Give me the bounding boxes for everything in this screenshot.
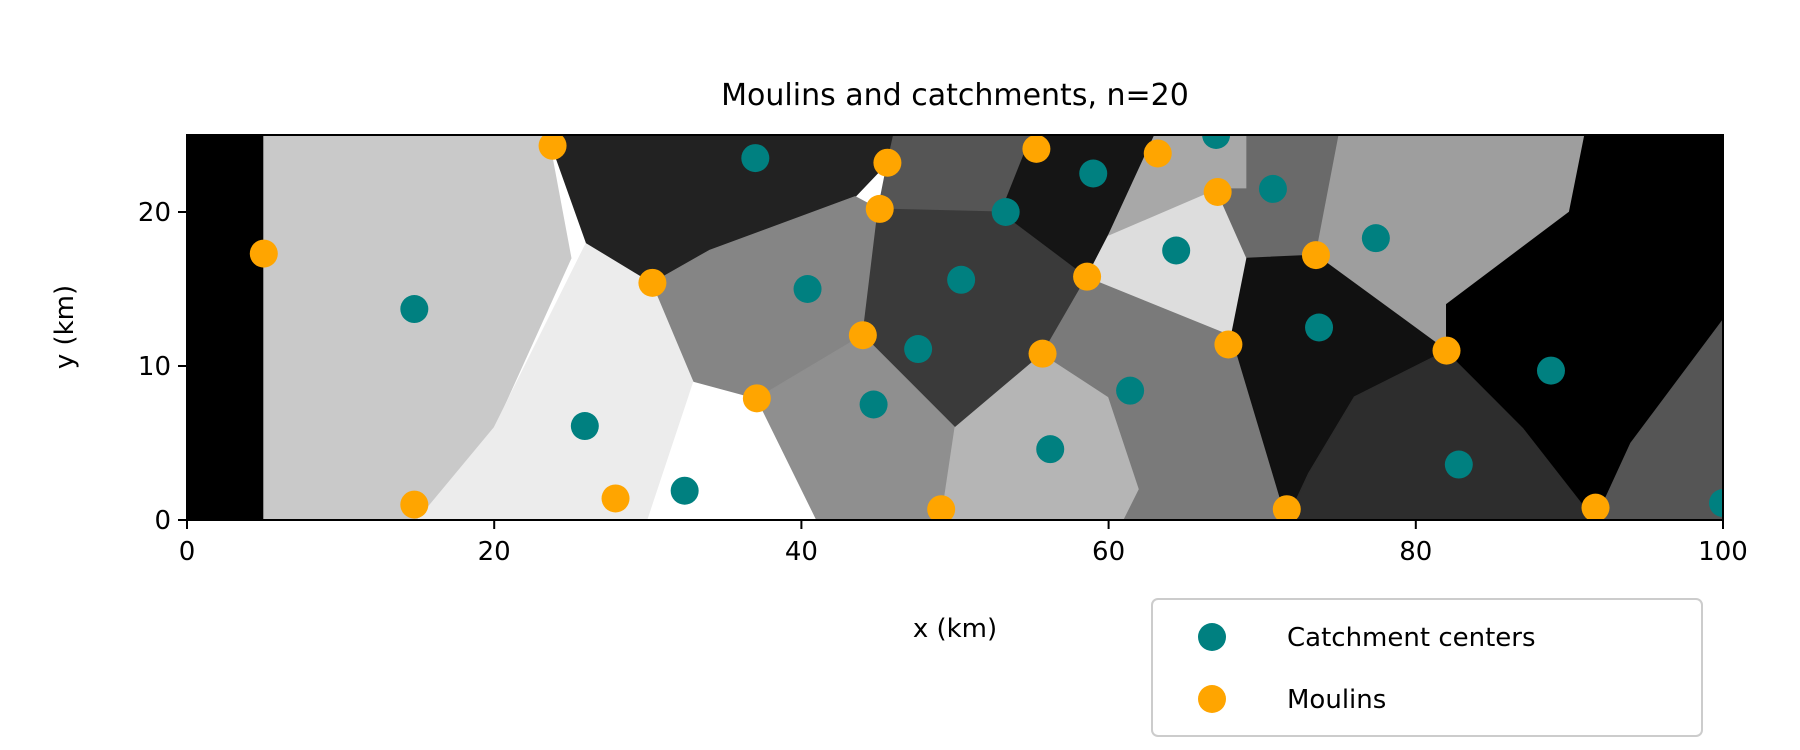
catchment-region	[187, 135, 265, 520]
moulins-point	[742, 384, 771, 413]
catchment-centers-point	[991, 198, 1020, 226]
moulins-point	[1432, 336, 1461, 365]
moulins-point	[1143, 139, 1172, 168]
y-tick-label: 10	[138, 352, 171, 382]
legend-label-moulins: Moulins	[1287, 685, 1386, 715]
catchment-centers-point	[1258, 174, 1287, 203]
catchment-centers-point	[741, 144, 770, 173]
x-axis-label: x (km)	[913, 614, 997, 644]
x-axis-ticks: 0 20 40 60 80 100	[179, 520, 1748, 567]
legend: Catchment centers Moulins	[1151, 598, 1703, 737]
catchment-centers-point	[1536, 356, 1565, 385]
y-tick-label: 20	[138, 198, 171, 228]
moulins-point	[1022, 135, 1051, 163]
catchment-centers-point	[859, 390, 888, 419]
catchment-centers-point	[1202, 135, 1231, 149]
moulins-point	[1073, 262, 1102, 291]
moulins-point	[638, 268, 667, 297]
moulins-point	[1028, 339, 1057, 368]
catchment-region	[263, 135, 572, 520]
catchment-centers-point	[947, 265, 976, 294]
catchment-centers-point	[670, 476, 699, 505]
legend-label-catchment-centers: Catchment centers	[1287, 623, 1536, 653]
x-tick-label: 80	[1399, 537, 1432, 567]
moulins-point	[865, 194, 894, 223]
moulins-point	[927, 495, 956, 520]
chart-title: Moulins and catchments, n=20	[721, 78, 1189, 113]
moulins-point	[1272, 495, 1301, 520]
moulins-point	[848, 321, 877, 350]
moulins-point	[249, 239, 278, 268]
catchment-centers-point	[1709, 489, 1723, 518]
legend-marker-moulins	[1198, 685, 1226, 713]
catchment-regions	[187, 135, 1723, 520]
moulins-point	[1301, 241, 1330, 270]
catchment-centers-point	[1444, 450, 1473, 479]
x-tick-label: 40	[785, 537, 818, 567]
y-axis-ticks: 0 10 20	[138, 198, 187, 536]
catchment-centers-point	[1036, 435, 1065, 464]
x-tick-label: 60	[1092, 537, 1125, 567]
moulins-point	[1203, 177, 1232, 206]
catchment-centers-point	[1305, 313, 1334, 342]
catchment-region	[1446, 135, 1723, 520]
moulins-point	[1214, 330, 1243, 359]
moulins-point	[538, 135, 567, 160]
x-tick-label: 0	[179, 537, 196, 567]
scatter-points	[249, 135, 1723, 520]
catchment-centers-point	[400, 295, 429, 324]
catchment-centers-point	[1162, 236, 1191, 265]
y-axis-label: y (km)	[50, 285, 80, 369]
y-tick-label: 0	[154, 506, 171, 536]
legend-marker-catchment-centers	[1198, 623, 1226, 651]
plot-frame	[186, 134, 1724, 521]
catchment-centers-point	[1079, 159, 1108, 188]
moulins-point	[873, 148, 902, 177]
moulins-point	[1581, 493, 1610, 520]
catchment-region	[1595, 319, 1723, 520]
catchment-centers-point	[793, 275, 822, 303]
x-tick-label: 20	[478, 537, 511, 567]
moulins-point	[601, 484, 630, 513]
catchment-centers-point	[1116, 376, 1145, 405]
x-tick-label: 100	[1698, 537, 1748, 567]
legend-box	[1151, 598, 1703, 737]
catchment-centers-point	[904, 335, 933, 364]
moulins-point	[400, 490, 429, 519]
catchment-centers-point	[1361, 224, 1390, 253]
catchment-centers-point	[570, 412, 599, 441]
